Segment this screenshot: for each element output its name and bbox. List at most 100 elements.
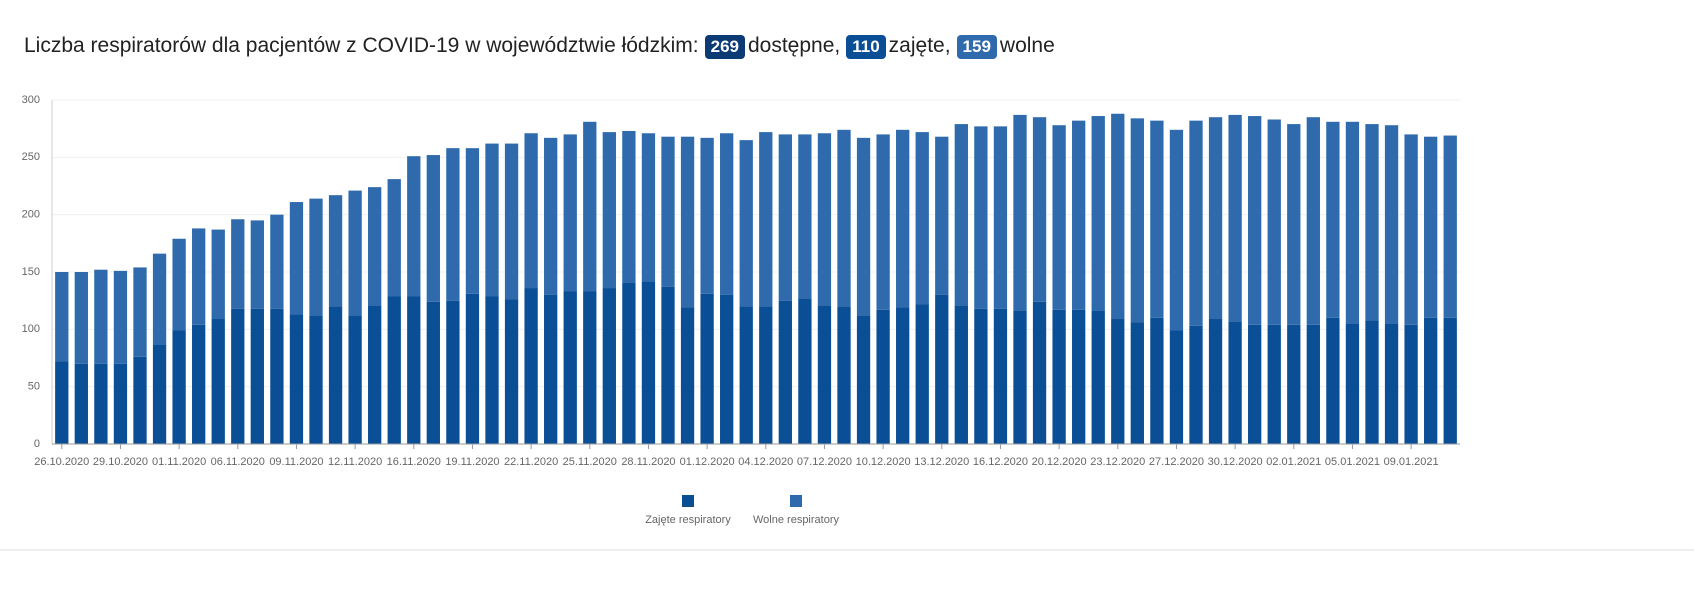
bar-segment [1150, 317, 1164, 444]
bar-segment [661, 136, 675, 287]
bar-segment [1130, 118, 1144, 323]
bar-segment [993, 126, 1008, 309]
bar-segment [504, 143, 519, 300]
bar-segment [680, 307, 695, 444]
bar-segment [915, 132, 929, 305]
x-tick-label: 04.12.2020 [738, 456, 793, 468]
bar-segment [270, 214, 284, 309]
x-tick-label: 23.12.2020 [1090, 456, 1145, 468]
bar-segment [1052, 309, 1066, 444]
y-tick-label: 0 [34, 438, 40, 450]
bar-segment [1189, 120, 1203, 326]
bar-segment [1150, 120, 1164, 318]
x-tick-label: 19.11.2020 [445, 456, 499, 468]
bar-segment [55, 272, 69, 362]
bar-segment [387, 296, 401, 444]
bar-segment [231, 219, 245, 309]
x-tick-label: 28.11.2020 [621, 456, 675, 468]
bar-segment [172, 238, 186, 331]
bar-segment [211, 229, 225, 320]
bar-segment [641, 133, 656, 282]
bar-segment [1443, 317, 1457, 444]
bar-segment [993, 308, 1008, 444]
bar-segment [289, 314, 304, 444]
bar-segment [1208, 319, 1223, 444]
bar-segment [896, 307, 910, 444]
bar-segment [1013, 310, 1027, 444]
badge: 110 [846, 35, 886, 59]
bar-segment [465, 148, 480, 294]
bar-segment [1384, 125, 1399, 324]
bar-segment [1287, 324, 1301, 444]
bar-segment [1326, 121, 1340, 318]
bar-segment [1228, 114, 1242, 322]
bar-segment [309, 315, 323, 444]
bar-segment [544, 294, 558, 444]
x-tick-label: 09.11.2020 [269, 456, 323, 468]
bar-segment [622, 282, 636, 444]
bar-segment [817, 133, 832, 306]
bar-segment [368, 305, 382, 444]
bar-segment [1111, 113, 1125, 320]
bar-segment [74, 272, 88, 364]
x-tick-label: 13.12.2020 [914, 456, 969, 468]
bar-segment [563, 291, 577, 444]
bar-segment [133, 356, 147, 444]
bar-segment [192, 228, 206, 325]
bar-segment [817, 305, 832, 444]
bar-segment [1130, 322, 1144, 444]
bar-segment [211, 319, 225, 444]
y-tick-label: 100 [22, 323, 40, 335]
bar-segment [720, 294, 734, 444]
bar-segment [1208, 117, 1223, 320]
headline-text: Liczba respiratorów dla pacjentów z COVI… [24, 34, 699, 57]
bar-segment [94, 269, 108, 364]
bar-segment [172, 330, 186, 444]
bar-segment [954, 305, 968, 444]
bar-segment [250, 220, 264, 309]
bar-segment [896, 129, 910, 308]
bar-segment [622, 130, 636, 283]
bar-segment [602, 288, 616, 444]
bar-segment [1072, 309, 1086, 444]
x-tick-label: 16.12.2020 [973, 456, 1028, 468]
bar-segment [876, 134, 890, 310]
bar-segment [1306, 324, 1320, 444]
bar-segment [348, 315, 362, 444]
bar-segment [680, 136, 695, 308]
bar-segment [1189, 325, 1203, 444]
x-tick-label: 22.11.2020 [504, 456, 558, 468]
bar-segment [387, 179, 401, 297]
bar-segment [1248, 324, 1262, 444]
badge-text: wolne [999, 34, 1055, 57]
bar-segment [1091, 310, 1105, 444]
bar-segment [1306, 117, 1320, 325]
bar-segment [1365, 124, 1379, 321]
badge-text: zajęte, [888, 34, 951, 57]
bar-segment [876, 309, 890, 444]
x-tick-label: 02.01.2021 [1266, 456, 1321, 468]
bar-segment [524, 288, 538, 444]
bar-segment [1345, 323, 1360, 444]
x-tick-label: 10.12.2020 [856, 456, 911, 468]
bar-segment [1365, 320, 1379, 444]
bar-segment [1384, 323, 1399, 444]
bar-segment [1424, 317, 1438, 444]
bar-segment [1169, 330, 1184, 444]
bar-segment [1248, 116, 1262, 325]
bar-segment [778, 134, 792, 301]
bar-segment [270, 308, 284, 444]
bar-segment [720, 133, 734, 295]
y-tick-label: 300 [22, 94, 40, 106]
x-tick-label: 26.10.2020 [34, 456, 89, 468]
bar-segment [700, 137, 714, 294]
bar-segment [504, 299, 519, 444]
x-tick-label: 25.11.2020 [563, 456, 617, 468]
bar-segment [1169, 129, 1184, 331]
bar-segment [113, 270, 128, 364]
bar-segment [974, 308, 988, 444]
x-tick-label: 30.12.2020 [1208, 456, 1263, 468]
bar-segment [739, 140, 753, 307]
